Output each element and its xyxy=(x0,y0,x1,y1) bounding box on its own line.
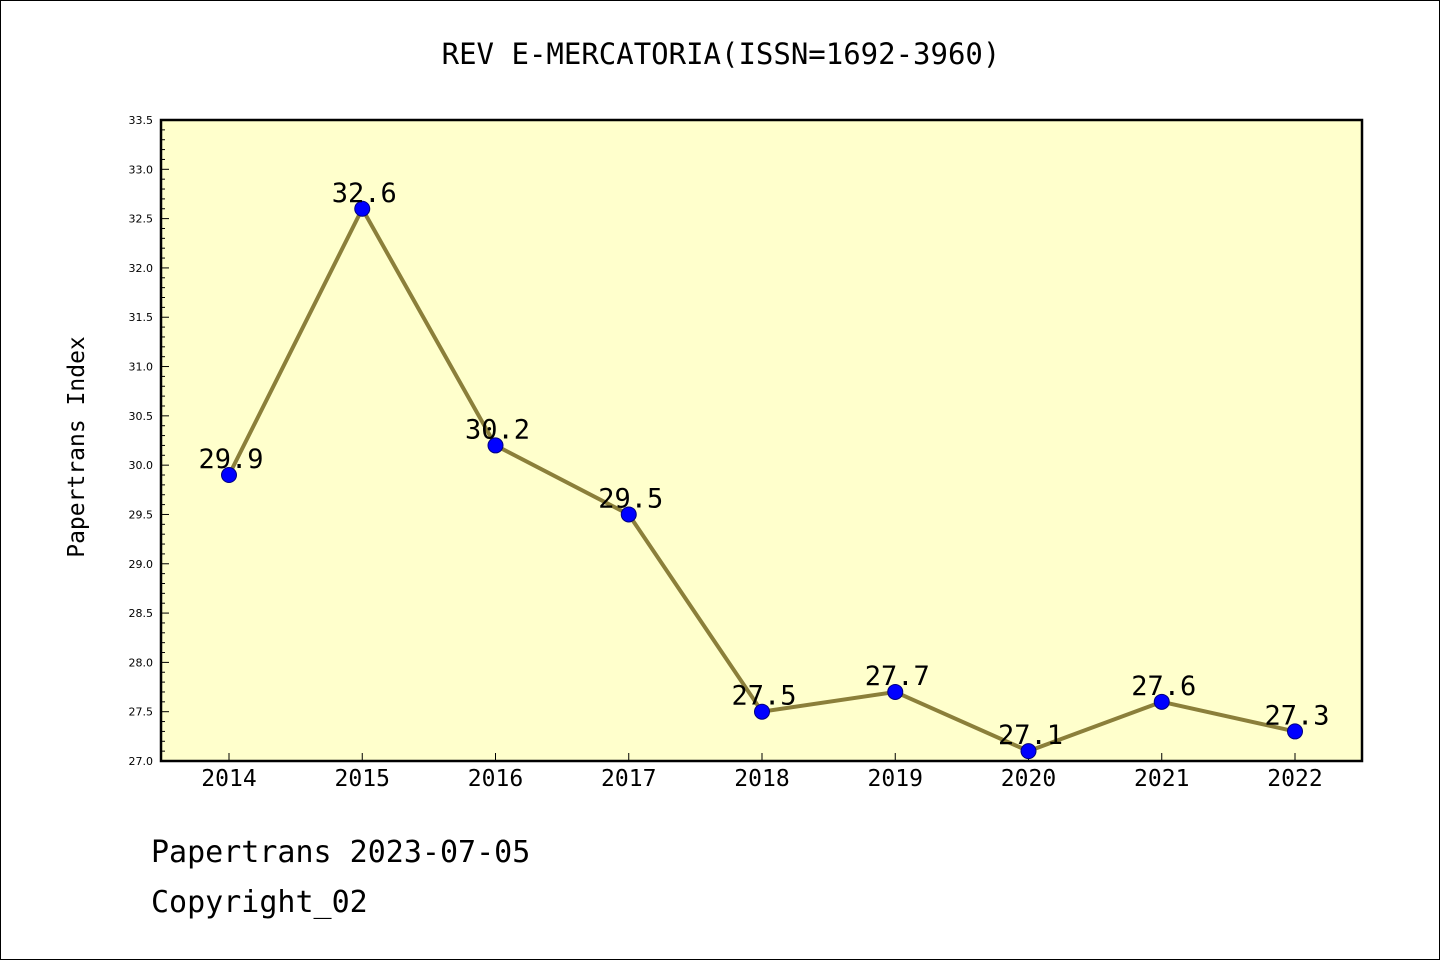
y-tick-label: 27.0 xyxy=(129,755,154,768)
x-tick-label: 2017 xyxy=(601,766,656,792)
y-tick-label: 30.0 xyxy=(129,459,154,472)
data-point-marker xyxy=(487,437,504,454)
data-label: 27.7 xyxy=(865,661,930,692)
x-tick-label: 2021 xyxy=(1134,766,1189,792)
plot-frame xyxy=(159,118,1364,763)
x-tick-label: 2016 xyxy=(468,766,523,792)
data-point-marker xyxy=(620,506,637,523)
data-point-marker xyxy=(1287,723,1303,740)
y-tick-label: 31.0 xyxy=(129,361,154,374)
y-tick-label: 33.0 xyxy=(129,163,154,176)
data-label: 27.5 xyxy=(731,681,796,712)
x-tick-label: 2015 xyxy=(335,766,390,792)
data-point-marker xyxy=(354,200,371,217)
y-tick-label: 31.5 xyxy=(129,311,154,324)
chart-title: REV E-MERCATORIA(ISSN=1692-3960) xyxy=(441,37,1001,71)
data-label: 30.2 xyxy=(465,414,530,445)
x-tick-label: 2014 xyxy=(201,766,256,792)
data-point-marker xyxy=(754,703,770,720)
data-label: 27.3 xyxy=(1264,700,1329,731)
data-point-marker xyxy=(1020,743,1037,760)
data-point-marker xyxy=(887,683,904,700)
y-tick-label: 32.5 xyxy=(129,213,154,226)
data-point-marker xyxy=(1153,693,1170,710)
data-point-marker xyxy=(221,467,237,484)
data-label: 32.6 xyxy=(332,178,397,209)
y-tick-label: 33.5 xyxy=(129,114,154,127)
data-label: 27.6 xyxy=(1131,671,1196,702)
y-tick-label: 29.5 xyxy=(129,508,154,521)
data-label: 27.1 xyxy=(998,720,1063,751)
footer-date-text: Papertrans 2023-07-05 xyxy=(151,835,531,870)
y-tick-label: 28.5 xyxy=(129,607,154,620)
y-tick-label: 32.0 xyxy=(129,262,154,275)
x-tick-label: 2022 xyxy=(1267,766,1322,792)
x-tick-label: 2020 xyxy=(1001,766,1056,792)
y-tick-label: 27.5 xyxy=(129,706,154,719)
y-tick-label: 30.5 xyxy=(129,410,154,423)
y-tick-label: 29.0 xyxy=(129,558,154,571)
y-tick-label: 28.0 xyxy=(129,656,154,669)
data-label: 29.9 xyxy=(198,444,263,475)
plot-area xyxy=(161,120,1362,761)
data-label: 29.5 xyxy=(598,483,663,514)
x-tick-label: 2019 xyxy=(868,766,923,792)
footer-copyright-text: Copyright_02 xyxy=(151,885,368,920)
x-tick-label: 2018 xyxy=(734,766,789,792)
